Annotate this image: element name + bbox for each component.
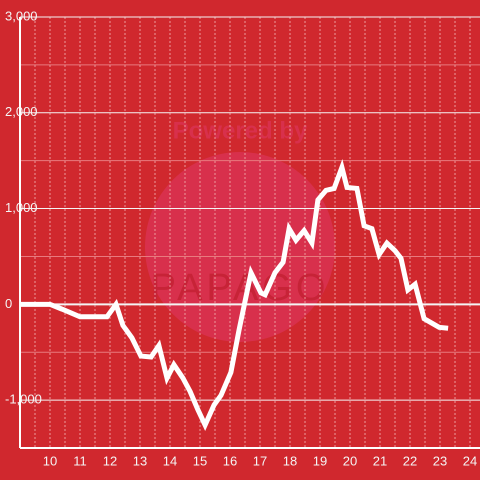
x-tick-label: 22 xyxy=(403,453,417,468)
y-tick-label: 3,000 xyxy=(5,8,38,23)
x-tick-label: 10 xyxy=(43,453,57,468)
x-tick-label: 14 xyxy=(163,453,177,468)
y-tick-label: 2,000 xyxy=(5,104,38,119)
x-tick-label: 23 xyxy=(433,453,447,468)
line-series xyxy=(20,158,449,432)
x-tick-label: 24 xyxy=(463,453,477,468)
watermark-text: PAPAGO xyxy=(151,267,330,309)
x-tick-label: 19 xyxy=(313,453,327,468)
x-tick-label: 21 xyxy=(373,453,387,468)
y-tick-label: -1,000 xyxy=(5,392,42,407)
x-tick-label: 15 xyxy=(193,453,207,468)
x-tick-label: 20 xyxy=(343,453,357,468)
y-tick-label: 1,000 xyxy=(5,200,38,215)
x-tick-label: 16 xyxy=(223,453,237,468)
watermark: Powered by PAPAGO xyxy=(145,117,335,342)
x-tick-label: 13 xyxy=(133,453,147,468)
x-tick-label: 11 xyxy=(73,453,87,468)
x-tick-label: 17 xyxy=(253,453,267,468)
watermark-text: Powered by xyxy=(173,117,308,144)
watermark-circle xyxy=(145,152,335,342)
x-tick-label: 12 xyxy=(103,453,117,468)
y-tick-label: 0 xyxy=(5,296,12,311)
x-tick-label: 18 xyxy=(283,453,297,468)
